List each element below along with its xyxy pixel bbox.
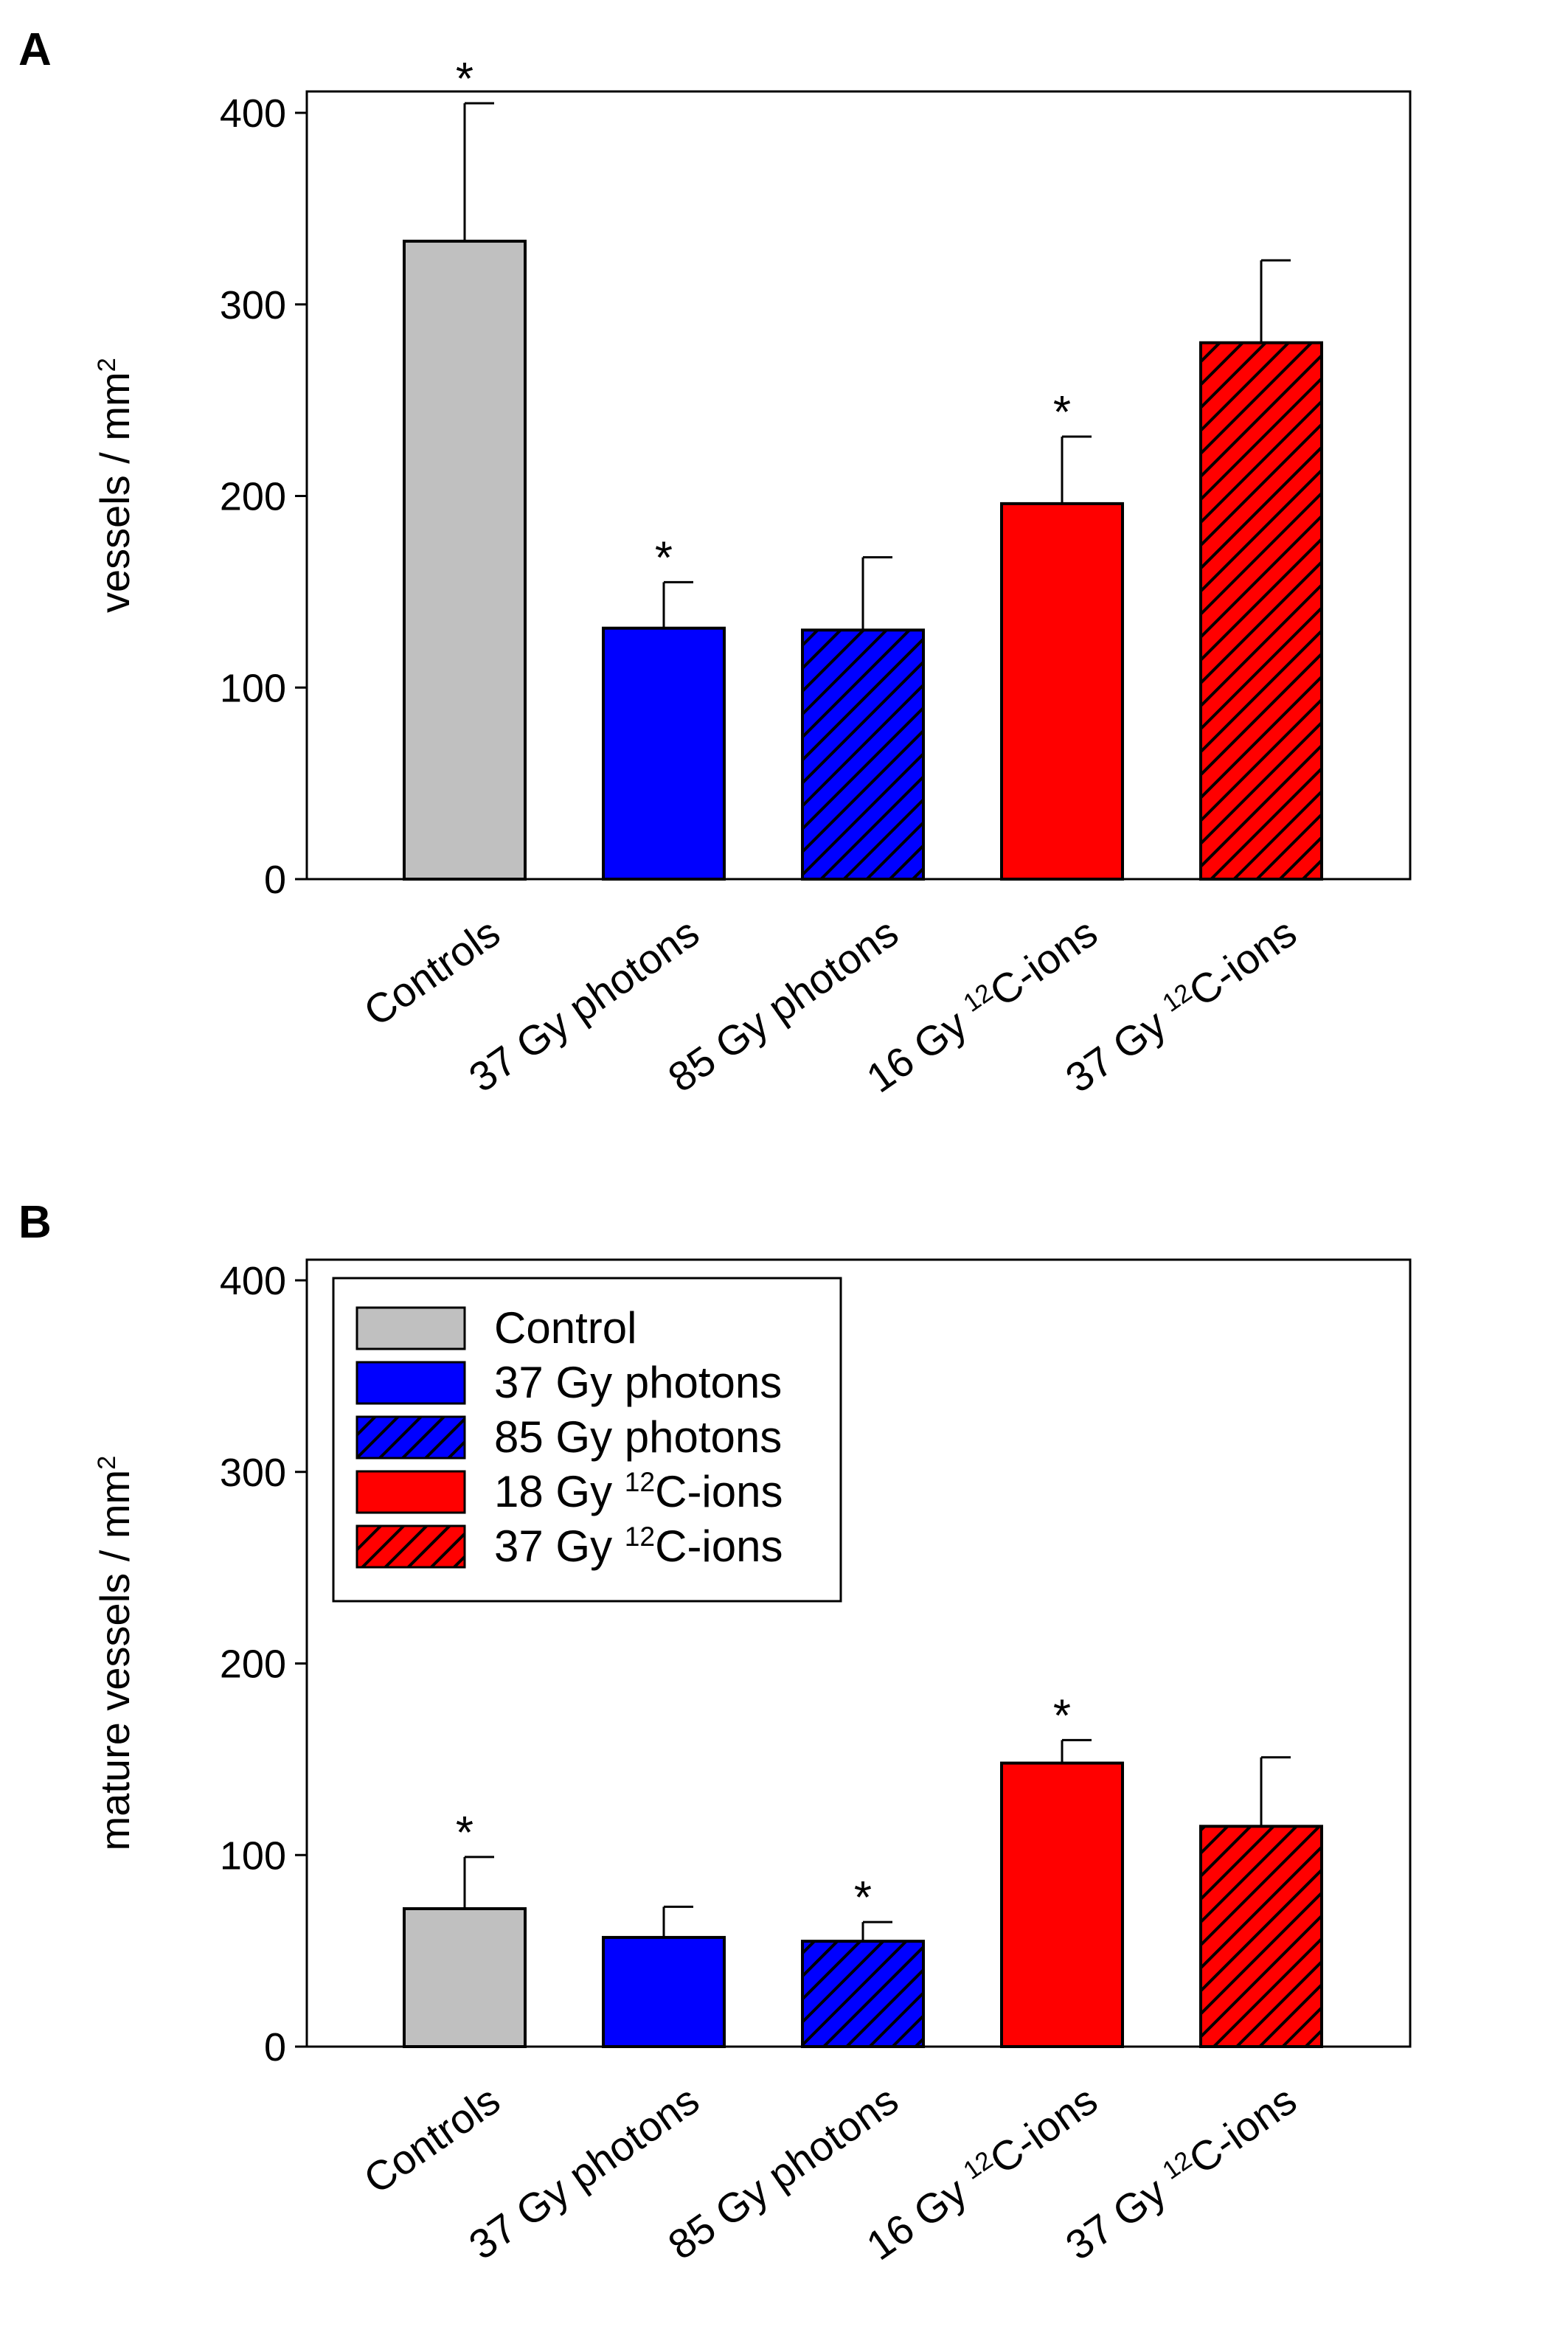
label-part: 37 Gy photons (494, 1358, 782, 1407)
significance-star: * (854, 1873, 872, 1923)
y-tick-label: 300 (220, 1451, 286, 1495)
y-axis-title-text: mature vessels / mm (91, 1470, 138, 1851)
y-tick-label: 300 (220, 283, 286, 327)
panel-letter: A (18, 24, 52, 75)
y-tick-label: 200 (220, 1642, 286, 1687)
label-part: Control (494, 1303, 636, 1353)
bar (403, 240, 527, 881)
y-tick-label: 0 (264, 2025, 286, 2069)
bar (602, 1935, 726, 2048)
significance-star: * (456, 1808, 473, 1859)
label-part: C-ions (981, 909, 1106, 1015)
y-tick-label: 0 (264, 858, 286, 902)
significance-star: * (1053, 387, 1071, 438)
x-category-label: Controls (355, 2076, 508, 2202)
y-tick-label: 100 (220, 1833, 286, 1878)
bar (1199, 1825, 1323, 2049)
y-tick-label: 400 (220, 1259, 286, 1303)
label-superscript: 12 (625, 1521, 655, 1552)
y-axis-title-text: vessels / mm (91, 372, 138, 613)
legend-swatch (355, 1306, 466, 1350)
legend-swatch (355, 1470, 466, 1514)
label-part: 16 Gy (858, 993, 984, 1101)
panel-letter: B (18, 1197, 52, 1248)
label-part: Controls (355, 909, 508, 1035)
label-superscript: 12 (625, 1466, 655, 1497)
bar (1199, 341, 1323, 881)
bar (1000, 1761, 1124, 2049)
label-part: 37 Gy (494, 1522, 625, 1571)
label-part: C-ions (655, 1522, 783, 1571)
significance-star: * (456, 54, 473, 105)
legend-swatch (355, 1524, 466, 1569)
legend-label: Control (494, 1303, 636, 1353)
y-tick-label: 200 (220, 475, 286, 519)
bar (801, 1940, 925, 2048)
y-axis-title-superscript: 2 (93, 358, 121, 372)
label-part: 37 Gy (1057, 993, 1183, 1101)
legend-label: 18 Gy 12C-ions (494, 1466, 783, 1516)
label-part: 18 Gy (494, 1467, 625, 1516)
label-part: Controls (355, 2076, 508, 2202)
panel-b-chart: B 0 100 200 300 400 mature vessels / mm2 * Contr… (18, 1197, 1412, 2269)
label-part: 37 Gy (1057, 2161, 1183, 2269)
label-part: 16 Gy (858, 2161, 984, 2269)
y-axis-title-superscript: 2 (93, 1456, 121, 1470)
y-tick-label: 400 (220, 91, 286, 136)
legend-swatch (355, 1361, 466, 1405)
significance-star: * (655, 532, 673, 583)
bar (1000, 502, 1124, 881)
bar (602, 626, 726, 881)
legend-label: 37 Gy photons (494, 1358, 782, 1407)
significance-star: * (1053, 1690, 1071, 1741)
bar (403, 1906, 527, 2048)
panel-a-chart: A 0 100 200 300 400 vessels / mm2 * Controls * 37 … (18, 24, 1412, 1101)
label-part: 85 Gy photons (494, 1412, 782, 1462)
label-part: C-ions (981, 2076, 1106, 2182)
y-tick-label: 100 (220, 666, 286, 710)
label-part: C-ions (1180, 909, 1305, 1015)
label-part: C-ions (1180, 2076, 1305, 2182)
y-axis-title: vessels / mm2 (91, 358, 138, 613)
legend-label: 37 Gy 12C-ions (494, 1521, 783, 1571)
legend-swatch (355, 1415, 466, 1460)
label-part: C-ions (655, 1467, 783, 1516)
y-axis-title: mature vessels / mm2 (91, 1456, 138, 1851)
legend-label: 85 Gy photons (494, 1412, 782, 1462)
bar (801, 628, 925, 881)
x-category-label: Controls (355, 909, 508, 1035)
